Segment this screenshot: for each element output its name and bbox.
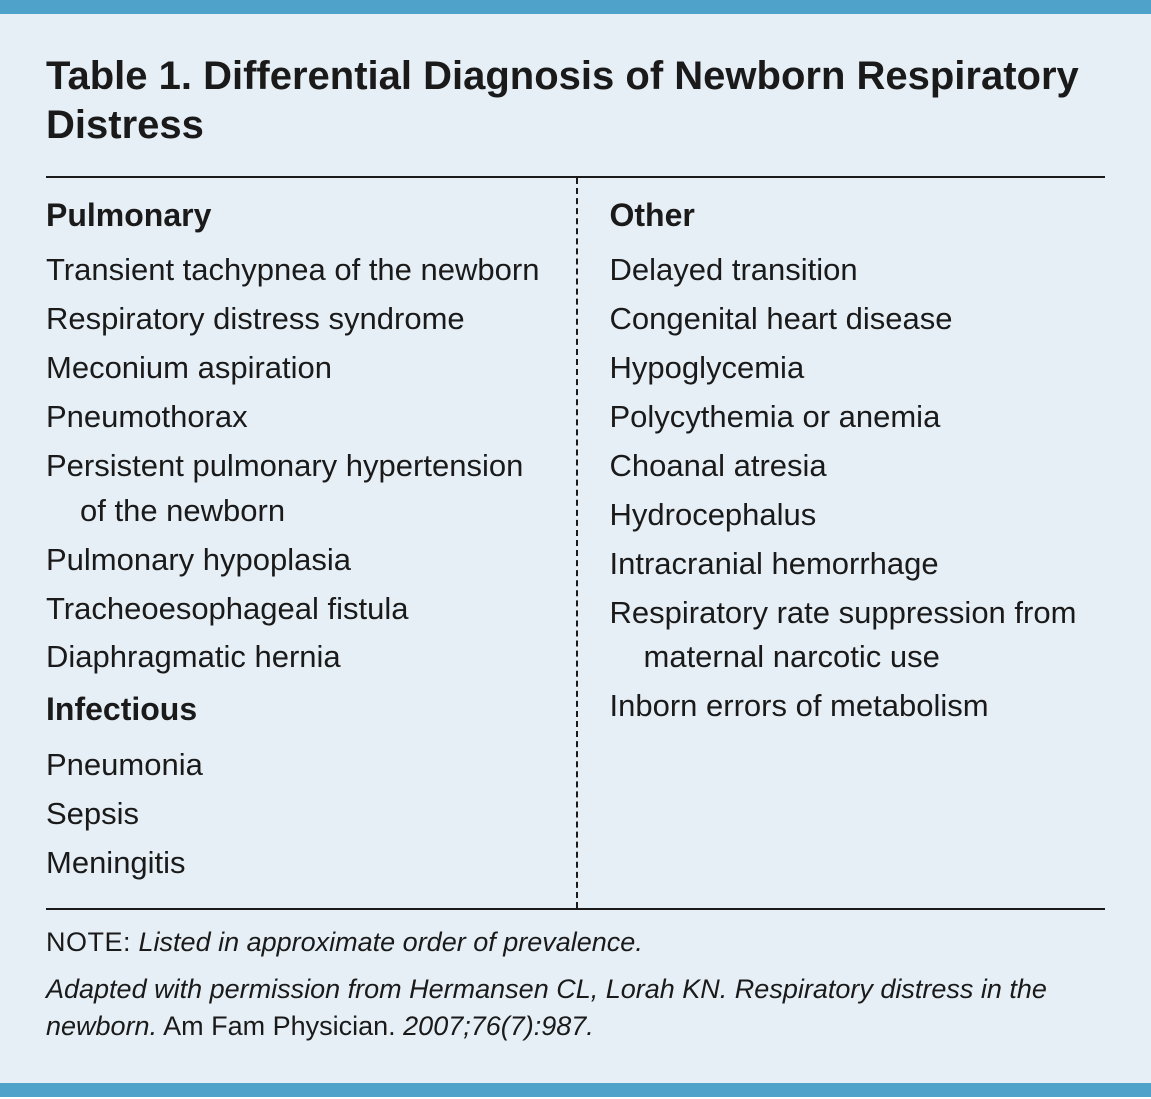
list-item: Persistent pulmonary hypertension of the… <box>46 444 552 534</box>
vertical-divider <box>576 178 578 908</box>
citation-suffix: 2007;76(7):987. <box>403 1011 594 1041</box>
footnote-block: NOTE: Listed in approximate order of pre… <box>46 924 1105 1046</box>
list-item: Transient tachypnea of the newborn <box>46 248 552 293</box>
list-item: Meningitis <box>46 841 552 886</box>
list-item: Respiratory distress syndrome <box>46 297 552 342</box>
list-item: Intracranial hemorrhage <box>610 542 1106 587</box>
list-item: Diaphragmatic hernia <box>46 635 552 680</box>
list-item: Delayed transition <box>610 248 1106 293</box>
list-item: Inborn errors of metabolism <box>610 684 1106 729</box>
category-heading-pulmonary: Pulmonary <box>46 196 552 234</box>
note-label: NOTE: <box>46 927 131 957</box>
list-item: Hydrocephalus <box>610 493 1106 538</box>
list-item: Tracheoesophageal fistula <box>46 587 552 632</box>
left-column: Pulmonary Transient tachypnea of the new… <box>46 196 576 890</box>
category-heading-infectious: Infectious <box>46 690 552 728</box>
list-item: Sepsis <box>46 792 552 837</box>
note-line: NOTE: Listed in approximate order of pre… <box>46 924 1105 961</box>
list-item: Respiratory rate suppression from matern… <box>610 591 1106 681</box>
list-item: Pneumothorax <box>46 395 552 440</box>
citation-journal: Am Fam Physician. <box>157 1011 403 1041</box>
bottom-rule <box>46 908 1105 910</box>
citation-line: Adapted with permission from Hermansen C… <box>46 971 1105 1046</box>
list-item: Pneumonia <box>46 743 552 788</box>
right-column: Other Delayed transition Congenital hear… <box>576 196 1106 890</box>
list-item: Congenital heart disease <box>610 297 1106 342</box>
list-item: Meconium aspiration <box>46 346 552 391</box>
category-heading-other: Other <box>610 196 1106 234</box>
columns-wrapper: Pulmonary Transient tachypnea of the new… <box>46 178 1105 908</box>
list-item: Pulmonary hypoplasia <box>46 538 552 583</box>
list-item: Polycythemia or anemia <box>610 395 1106 440</box>
table-panel: Table 1. Differential Diagnosis of Newbo… <box>0 0 1151 1097</box>
note-text: Listed in approximate order of prevalenc… <box>139 927 643 957</box>
list-item: Hypoglycemia <box>610 346 1106 391</box>
list-item: Choanal atresia <box>610 444 1106 489</box>
table-title: Table 1. Differential Diagnosis of Newbo… <box>46 52 1105 150</box>
